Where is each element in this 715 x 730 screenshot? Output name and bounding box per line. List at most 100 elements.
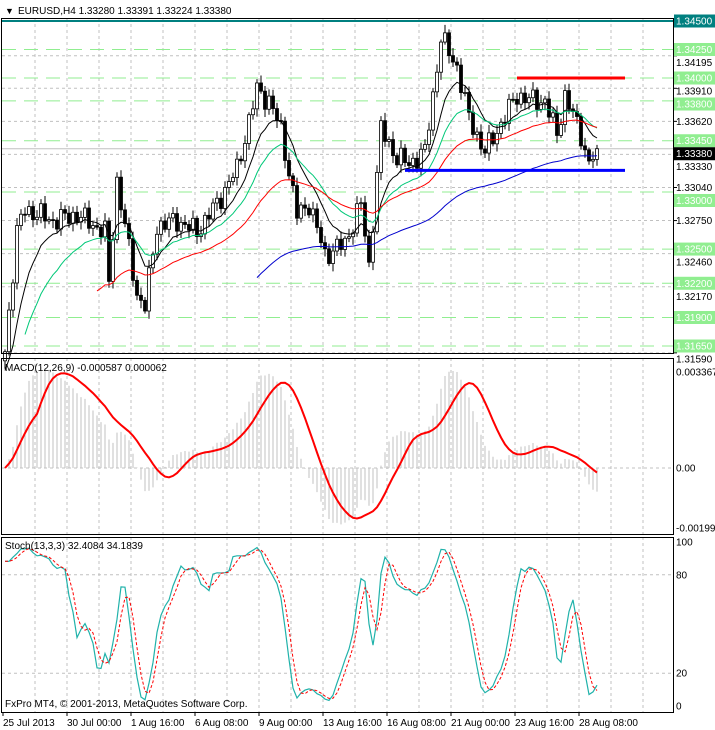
candle-body	[379, 120, 383, 173]
level-label-bg	[674, 97, 715, 111]
candle-body	[543, 98, 547, 104]
candle-body	[519, 92, 523, 105]
candle-body	[327, 248, 331, 264]
candle-body	[315, 208, 319, 228]
candle-body	[87, 207, 91, 229]
candle-body	[103, 220, 107, 238]
candle-body	[527, 97, 531, 104]
candle-body	[167, 217, 171, 230]
stoch-axis-label: 0	[676, 702, 682, 713]
moving-average-line	[256, 155, 598, 278]
candle-body	[595, 148, 599, 160]
level-label-bg	[674, 43, 715, 57]
candle-body	[591, 159, 595, 162]
time-label: 28 Aug 08:00	[579, 718, 638, 729]
candle-body	[371, 231, 375, 263]
level-label-bg	[674, 193, 715, 207]
candle-body	[535, 89, 539, 110]
candle-body	[215, 197, 219, 204]
level-label-bg	[674, 276, 715, 290]
candle-body	[59, 209, 63, 230]
price-tick-label: 1.33620	[676, 117, 713, 128]
candle-body	[351, 232, 355, 238]
price-tick-label: 1.32170	[676, 292, 713, 303]
candle-body	[43, 203, 47, 222]
candle-body	[459, 64, 463, 93]
candle-body	[303, 204, 307, 209]
candle-body	[359, 202, 363, 205]
candle-body	[455, 61, 459, 66]
time-label: 6 Aug 08:00	[195, 718, 249, 729]
candle-body	[227, 181, 231, 188]
moving-average-line	[96, 119, 598, 292]
time-label: 1 Aug 16:00	[131, 718, 185, 729]
candle-body	[127, 223, 131, 240]
level-label: 1.31650	[676, 341, 713, 352]
pane-border	[1, 537, 674, 713]
candle-body	[183, 221, 187, 225]
level-label: 1.34250	[676, 45, 713, 56]
macd-axis-label: 0.003367	[676, 367, 715, 378]
candle-body	[255, 82, 259, 110]
moving-average-line	[24, 108, 598, 335]
candle-body	[339, 238, 343, 250]
stoch-axis-label: 20	[676, 669, 688, 680]
candle-body	[171, 213, 175, 219]
time-label: 9 Aug 00:00	[259, 718, 313, 729]
candle-body	[487, 132, 491, 154]
level-label-bg	[674, 242, 715, 256]
time-label: 21 Aug 00:00	[451, 718, 510, 729]
candle-body	[187, 224, 191, 231]
candle-body	[295, 185, 299, 219]
candle-body	[403, 147, 407, 163]
chart-menu-icon[interactable]: ▼	[5, 6, 14, 16]
candle-body	[475, 131, 479, 135]
candle-body	[515, 98, 519, 105]
candle-body	[271, 95, 275, 109]
stoch-signal-line	[5, 548, 598, 699]
candle-body	[367, 235, 371, 263]
level-label: 1.32500	[676, 245, 713, 256]
candle-body	[195, 217, 199, 237]
candle-body	[555, 112, 559, 136]
candle-body	[35, 216, 39, 221]
candle-body	[395, 155, 399, 166]
candle-body	[63, 209, 67, 214]
candle-body	[23, 213, 27, 216]
candle-body	[471, 111, 475, 135]
candle-body	[131, 238, 135, 281]
current-price-label: 1.33380	[676, 149, 713, 160]
macd-pane	[2, 367, 673, 525]
stoch-main-line	[4, 546, 598, 702]
candle-body	[83, 207, 87, 218]
candle-body	[247, 114, 251, 144]
candle-body	[451, 55, 455, 63]
candle-body	[355, 203, 359, 234]
candle-body	[363, 202, 367, 237]
candle-body	[323, 242, 327, 250]
candle-body	[435, 71, 439, 93]
candle-body	[283, 120, 287, 161]
price-tick-label: 1.34195	[676, 58, 713, 69]
candle-body	[319, 227, 323, 244]
price-tick-label: 1.33910	[676, 87, 713, 98]
candle-body	[175, 213, 179, 232]
trend-lines[interactable]	[405, 76, 625, 172]
candle-body	[331, 250, 335, 264]
candle-body	[443, 32, 447, 43]
stoch-header: Stoch(13,3,3) 32.4084 34.1839	[5, 541, 143, 552]
candle-body	[135, 279, 139, 296]
candle-body	[51, 219, 55, 221]
price-tick-label: 1.33330	[676, 162, 713, 173]
candle-body	[419, 148, 423, 169]
time-label: 25 Jul 2013	[3, 718, 55, 729]
candle-body	[119, 176, 123, 211]
candle-body	[163, 220, 167, 230]
candle-body	[539, 102, 543, 110]
candle-body	[155, 233, 159, 255]
candle-body	[407, 162, 411, 166]
candle-body	[503, 121, 507, 124]
candle-body	[235, 158, 239, 178]
time-label: 16 Aug 08:00	[387, 718, 446, 729]
